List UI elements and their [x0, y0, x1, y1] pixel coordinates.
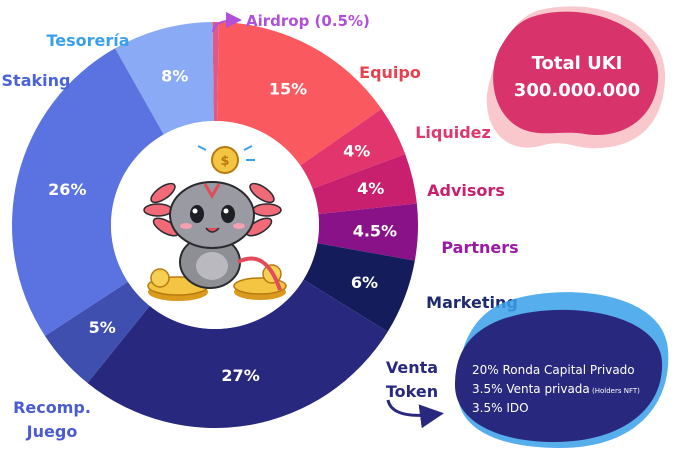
- venta-token-detail-card: 20% Ronda Capital Privado 3.5% Venta priv…: [455, 292, 669, 448]
- category-label: Advisors: [427, 181, 505, 200]
- venta-breakdown-list: 20% Ronda Capital Privado 3.5% Venta priv…: [472, 363, 640, 415]
- slice-value-label: 26%: [48, 180, 86, 199]
- category-label: Equipo: [359, 63, 421, 82]
- category-label: Partners: [441, 238, 518, 257]
- category-label: Token: [386, 382, 438, 401]
- slice-staking: [11, 48, 164, 336]
- category-label: Juego: [26, 422, 78, 441]
- venta-breakdown-item: 20% Ronda Capital Privado: [472, 363, 635, 377]
- axolotl-mascot-icon: $: [111, 121, 319, 329]
- coin-symbol: $: [220, 154, 229, 169]
- slice-airdrop-0-5: [212, 21, 219, 122]
- coin-pile-icon: [147, 264, 287, 301]
- slice-value-label: 8%: [161, 66, 188, 85]
- venta-breakdown-item: 3.5% Venta privada (Holders NFT): [472, 382, 640, 396]
- category-label: Airdrop (0.5%): [246, 12, 370, 30]
- venta-breakdown-item: 3.5% IDO: [472, 401, 529, 415]
- slice-marketing: [303, 243, 415, 332]
- slice-value-label: 4.5%: [353, 222, 397, 241]
- slice-value-label: 4%: [357, 179, 384, 198]
- slice-equipo: [217, 22, 382, 166]
- slice-value-label: 6%: [351, 273, 378, 292]
- slice-venta-token: [87, 279, 388, 428]
- venta-token-arrow: [386, 399, 444, 429]
- slice-liquidez: [300, 108, 406, 189]
- slice-recomp-juego: [44, 281, 150, 383]
- slice-value-label: 4%: [343, 142, 370, 161]
- category-label: Staking: [2, 71, 71, 90]
- slice-partners: [317, 203, 418, 261]
- total-supply-badge: Total UKI 300.000.000: [486, 6, 666, 149]
- slice-value-label: 5%: [89, 318, 116, 337]
- category-label: Recomp.: [13, 398, 91, 417]
- category-label: Liquidez: [415, 123, 491, 142]
- airdrop-arrow: [212, 12, 242, 33]
- slice-value-labels: 15% 4% 4% 4.5% 6% 27% 5% 26% 8%: [48, 66, 397, 384]
- slice-value-label: 27%: [221, 366, 259, 385]
- slice-advisors: [312, 153, 417, 214]
- total-label: Total UKI: [532, 53, 623, 74]
- floating-coin-icon: $: [197, 145, 255, 174]
- category-label: Tesorería: [46, 31, 129, 50]
- total-value: 300.000.000: [514, 80, 640, 101]
- category-label: Venta: [386, 358, 438, 377]
- slice-value-label: 15%: [269, 79, 307, 98]
- slice-category-labels: EquipoLiquidezAdvisorsPartnersMarketingS…: [2, 12, 519, 441]
- slice-tesorer-a: [115, 22, 214, 135]
- donut-slices: [11, 21, 418, 428]
